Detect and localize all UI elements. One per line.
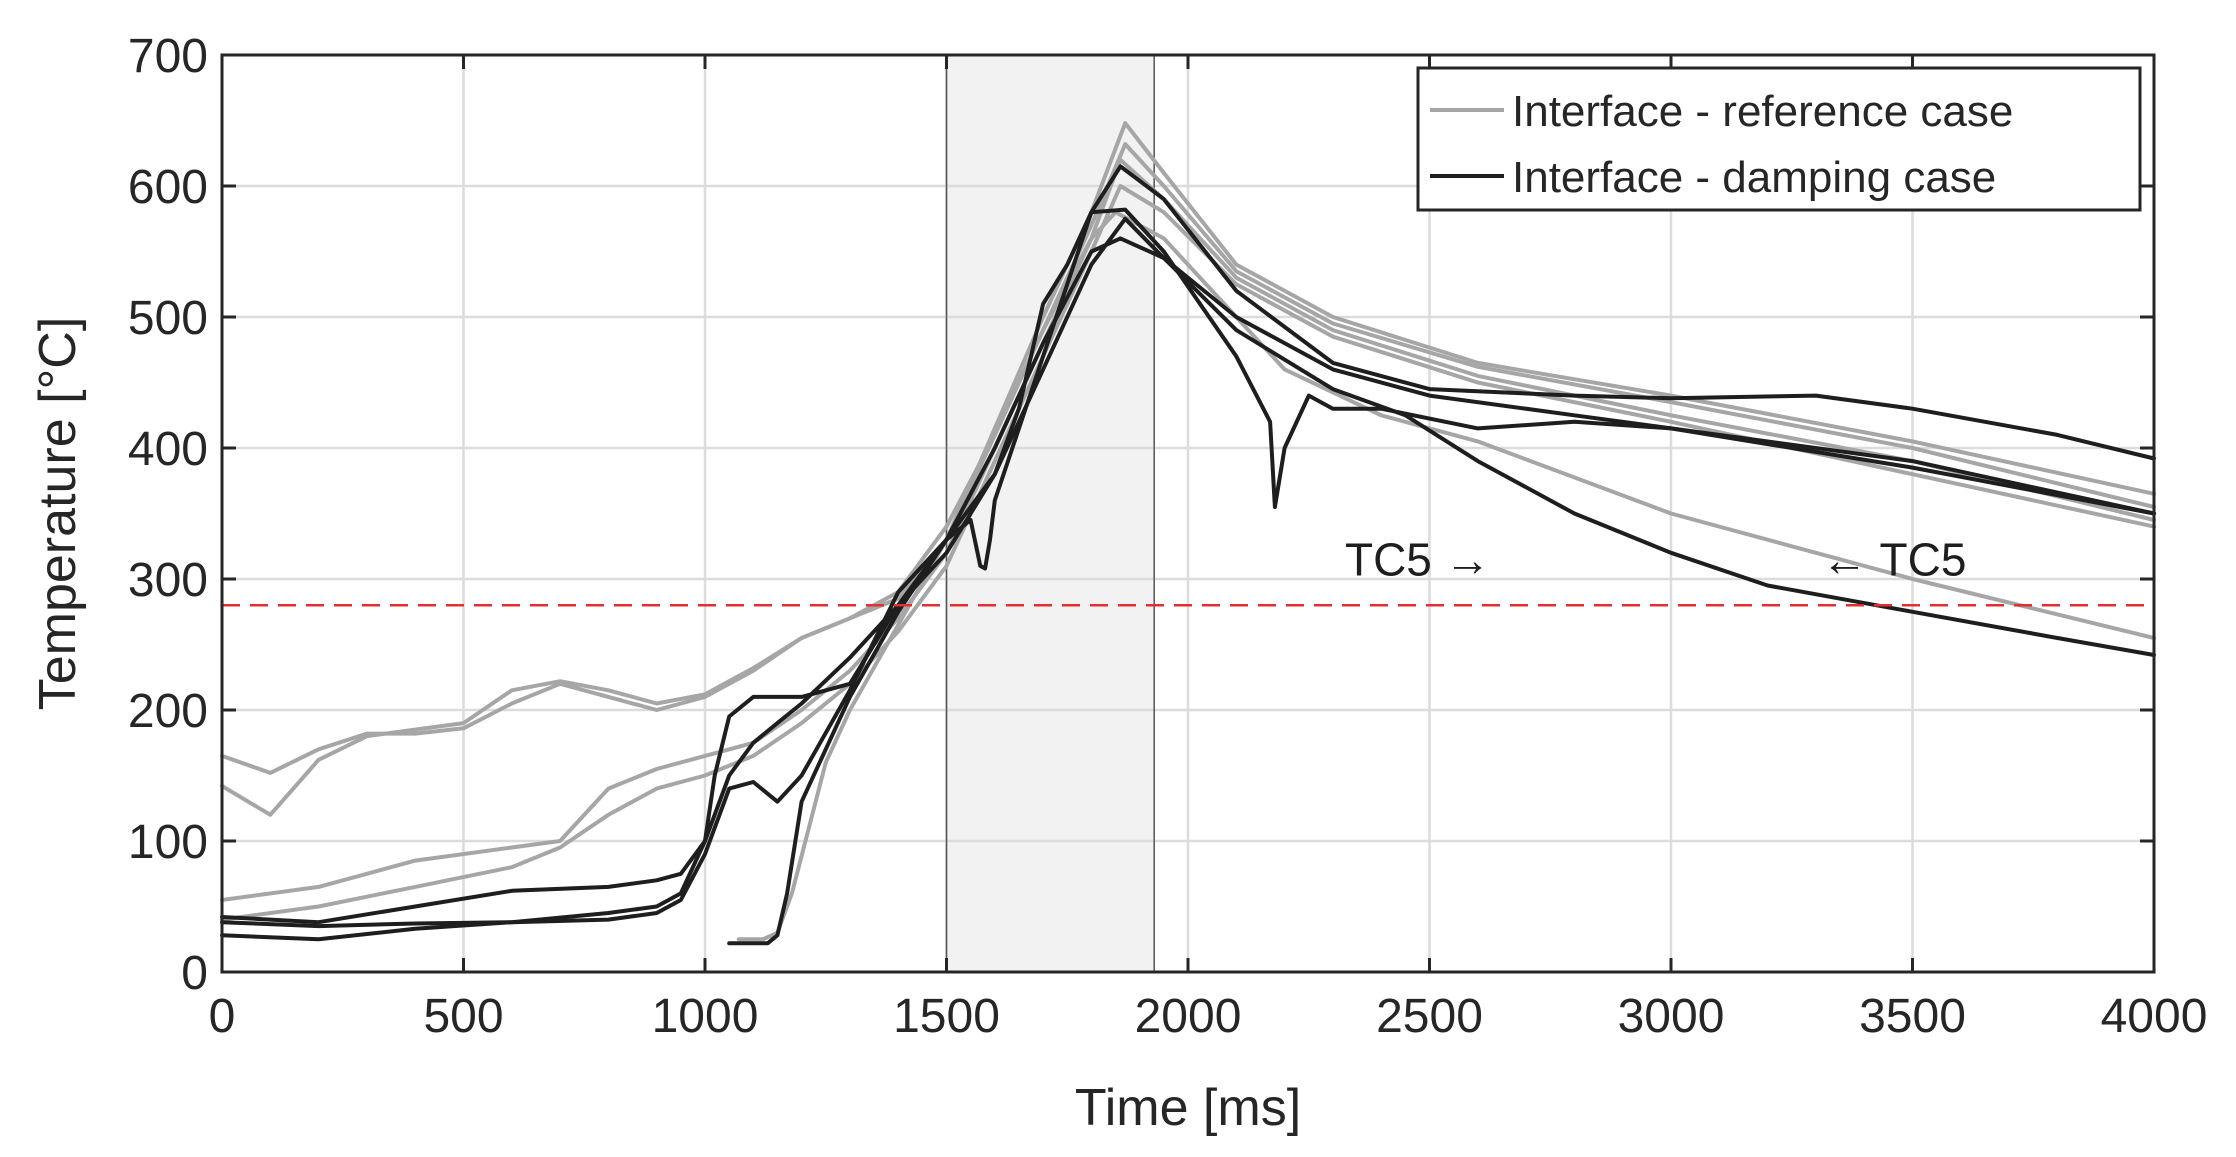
series-line-reference <box>220 184 2156 922</box>
shaded-region <box>946 55 1155 972</box>
legend-box <box>1416 66 2142 212</box>
y-tick-label: 400 <box>128 423 208 476</box>
series-line-damping <box>220 164 2156 925</box>
series-line-damping <box>727 236 2156 946</box>
y-tick-label: 300 <box>128 554 208 607</box>
y-axis-label: Temperature [°C] <box>29 317 87 711</box>
x-tick-label: 4000 <box>2101 990 2208 1043</box>
y-tick-label: 500 <box>128 292 208 345</box>
x-tick-label: 3000 <box>1618 990 1725 1043</box>
series-line-reference <box>220 142 2156 817</box>
x-tick-label: 0 <box>209 990 236 1043</box>
legend-label-reference: Interface - reference case <box>1512 87 2013 136</box>
y-tick-label: 200 <box>128 685 208 738</box>
series-line-damping <box>220 207 2156 929</box>
y-tick-label: 700 <box>128 30 208 83</box>
annotation-tc5-right: ← TC5 <box>1822 533 1967 585</box>
x-tick-label: 2000 <box>1135 990 1242 1043</box>
x-axis-label: Time [ms] <box>1075 1079 1301 1137</box>
legend: Interface - reference case Interface - d… <box>1416 66 2142 212</box>
y-tick-label: 0 <box>181 947 208 1000</box>
x-tick-label: 1000 <box>652 990 759 1043</box>
x-tick-label: 500 <box>423 990 503 1043</box>
x-tick-label: 3500 <box>1859 990 1966 1043</box>
annotation-tc5-left: TC5 → <box>1345 533 1491 585</box>
x-axis-ticks: 0 500 1000 1500 2000 2500 3000 3500 4000 <box>209 55 2208 1043</box>
y-tick-label: 600 <box>128 161 208 214</box>
x-tick-label: 2500 <box>1376 990 1483 1043</box>
y-tick-label: 100 <box>128 816 208 869</box>
y-axis-ticks: 0 100 200 300 400 500 600 700 <box>128 30 2154 1000</box>
legend-label-damping: Interface - damping case <box>1512 153 1996 202</box>
x-tick-label: 1500 <box>893 990 1000 1043</box>
